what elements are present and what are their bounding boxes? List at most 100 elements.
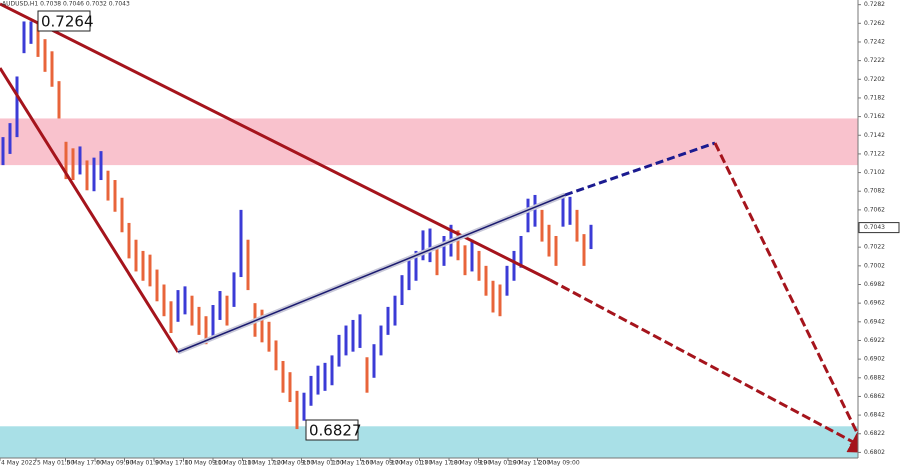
price-bar xyxy=(281,360,285,393)
price-bar xyxy=(414,250,418,281)
y-tick-label: 0.7262 xyxy=(864,20,885,27)
y-tick-label: 0.7062 xyxy=(864,206,885,213)
y-tick-label: 0.6842 xyxy=(864,412,885,419)
wave-lines xyxy=(0,2,874,461)
price-bar xyxy=(274,340,278,371)
price-bar xyxy=(232,272,236,307)
x-tick-label: 19 May 01:00 xyxy=(480,460,521,467)
price-bar xyxy=(351,319,355,352)
y-tick-label: 0.7122 xyxy=(864,150,885,157)
price-bar xyxy=(64,141,68,180)
price-bar xyxy=(57,81,61,119)
price-bar xyxy=(491,280,495,313)
y-tick-label: 0.7002 xyxy=(864,262,885,269)
price-bar xyxy=(526,198,530,233)
price-bar xyxy=(456,230,460,261)
x-tick-label: 5 May 01:00 xyxy=(37,460,75,467)
price-bar xyxy=(85,160,89,191)
price-bar xyxy=(71,148,75,181)
price-bar xyxy=(330,355,334,386)
y-tick-label: 0.7222 xyxy=(864,57,885,64)
price-bar xyxy=(407,260,411,291)
price-bar xyxy=(1,137,5,166)
x-tick-label: 20 May 09:00 xyxy=(539,460,580,467)
y-tick-label: 0.7202 xyxy=(864,76,885,83)
price-bar xyxy=(43,39,47,72)
y-tick-label: 0.7142 xyxy=(864,132,885,139)
price-bar xyxy=(309,375,313,406)
zones xyxy=(0,118,880,458)
price-bar xyxy=(435,245,439,276)
price-bar xyxy=(505,265,509,296)
x-tick-label: 13 May 17:00 xyxy=(332,460,373,467)
y-tick-label: 0.7242 xyxy=(864,38,885,45)
trend-line xyxy=(0,2,551,282)
current-price-box xyxy=(858,222,900,234)
y-tick-label: 0.6922 xyxy=(864,337,885,344)
price-bar xyxy=(477,250,481,281)
price-bar xyxy=(162,284,166,317)
y-tick-label: 0.7022 xyxy=(864,244,885,251)
price-bar xyxy=(554,235,558,266)
y-tick-label: 0.6822 xyxy=(864,430,885,437)
price-bar xyxy=(386,306,390,335)
price-bar xyxy=(442,235,446,266)
price-bar xyxy=(78,146,82,175)
price-bar xyxy=(498,284,502,317)
x-tick-label: 10 May 09:00 xyxy=(185,460,226,467)
y-tick-label: 0.7182 xyxy=(864,94,885,101)
price-bar xyxy=(127,222,131,259)
price-bar xyxy=(379,325,383,356)
price-bar xyxy=(463,245,467,276)
x-tick-label: 16 May 09:00 xyxy=(362,460,403,467)
price-bar xyxy=(533,194,537,227)
price-bar xyxy=(50,51,54,87)
price-bar xyxy=(540,209,544,242)
price-bar xyxy=(204,316,208,345)
current-price-label: 0.7043 xyxy=(864,224,885,231)
x-tick-label: 17 May 17:00 xyxy=(421,460,462,467)
price-bar xyxy=(176,290,180,322)
price-bars xyxy=(1,21,593,430)
price-bar xyxy=(561,194,565,227)
price-bar xyxy=(92,157,96,192)
price-bar xyxy=(400,275,404,306)
price-bar xyxy=(197,306,201,335)
price-bar xyxy=(141,250,145,281)
price-bar xyxy=(568,196,572,225)
price-bar xyxy=(421,230,425,261)
price-bar xyxy=(29,21,33,44)
y-tick-label: 0.6882 xyxy=(864,374,885,381)
price-bar xyxy=(582,234,586,266)
y-tick-label: 0.7102 xyxy=(864,169,885,176)
price-bar xyxy=(267,321,271,352)
price-bar xyxy=(134,239,138,272)
price-bar xyxy=(8,123,12,154)
y-tick-label: 0.6982 xyxy=(864,281,885,288)
y-tick-label: 0.6802 xyxy=(864,449,885,456)
price-bar xyxy=(344,325,348,356)
price-bar xyxy=(22,21,26,54)
price-bar xyxy=(295,390,299,430)
x-tick-label: 9 May 01:00 xyxy=(126,460,164,467)
price-bar xyxy=(239,209,243,278)
price-bar xyxy=(155,269,159,302)
x-tick-label: 11 May 17:00 xyxy=(244,460,285,467)
zone xyxy=(0,118,870,166)
wave-line xyxy=(177,194,566,353)
price-bar xyxy=(428,228,432,263)
price-bar xyxy=(260,309,264,343)
price-bar xyxy=(547,224,551,257)
annotation-box xyxy=(305,419,359,441)
price-bar xyxy=(106,170,110,201)
annotation-box xyxy=(37,10,91,32)
price-bar xyxy=(246,239,250,291)
price-bar xyxy=(211,305,215,337)
price-bar xyxy=(190,295,194,326)
price-bar xyxy=(15,76,19,138)
x-tick-label: 5 May 17:00 xyxy=(67,460,105,467)
price-bar xyxy=(36,23,40,57)
price-bar xyxy=(575,209,579,242)
annotation: 0.6827 xyxy=(309,422,362,440)
